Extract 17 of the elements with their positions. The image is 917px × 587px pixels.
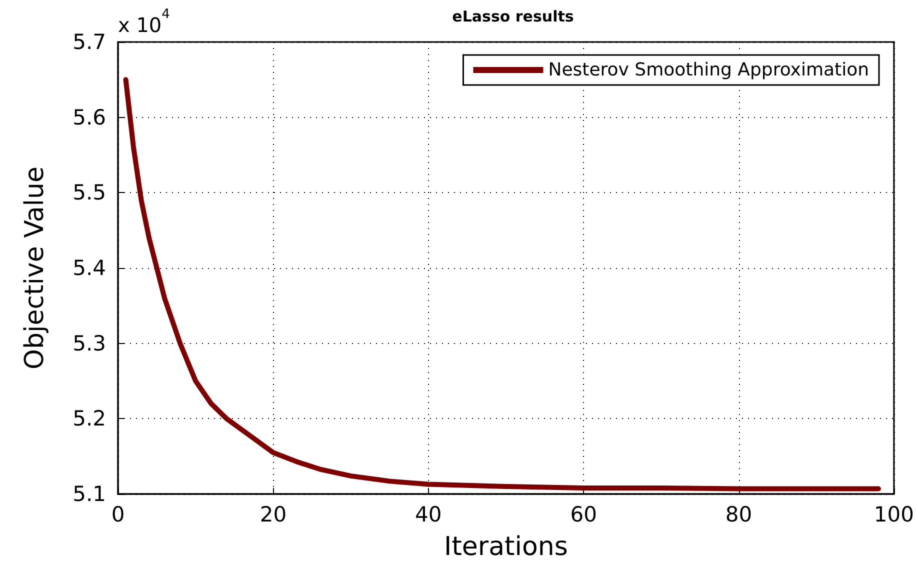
x-tick-label: 60 xyxy=(570,502,597,526)
x-tick-label: 20 xyxy=(260,502,287,526)
x-tick-label: 100 xyxy=(874,502,914,526)
x-axis-title: Iterations xyxy=(444,532,568,562)
x-tick-label: 0 xyxy=(111,502,125,526)
y-axis-title: Objective Value xyxy=(20,166,50,370)
y-tick-label: 5.3 xyxy=(72,331,106,356)
y-tick-label: 5.5 xyxy=(72,180,106,205)
y-tick-label: 5.7 xyxy=(72,30,106,54)
y-tick-label: 5.6 xyxy=(72,105,106,130)
legend-label: Nesterov Smoothing Approximation xyxy=(548,60,870,80)
chart-title: eLasso results xyxy=(452,8,574,26)
x-tick-label: 80 xyxy=(725,502,752,526)
y-tick-label: 5.4 xyxy=(72,256,106,280)
y-tick-label: 5.2 xyxy=(72,406,106,431)
x-tick-label: 40 xyxy=(415,502,442,526)
y-tick-label: 5.1 xyxy=(72,482,106,506)
